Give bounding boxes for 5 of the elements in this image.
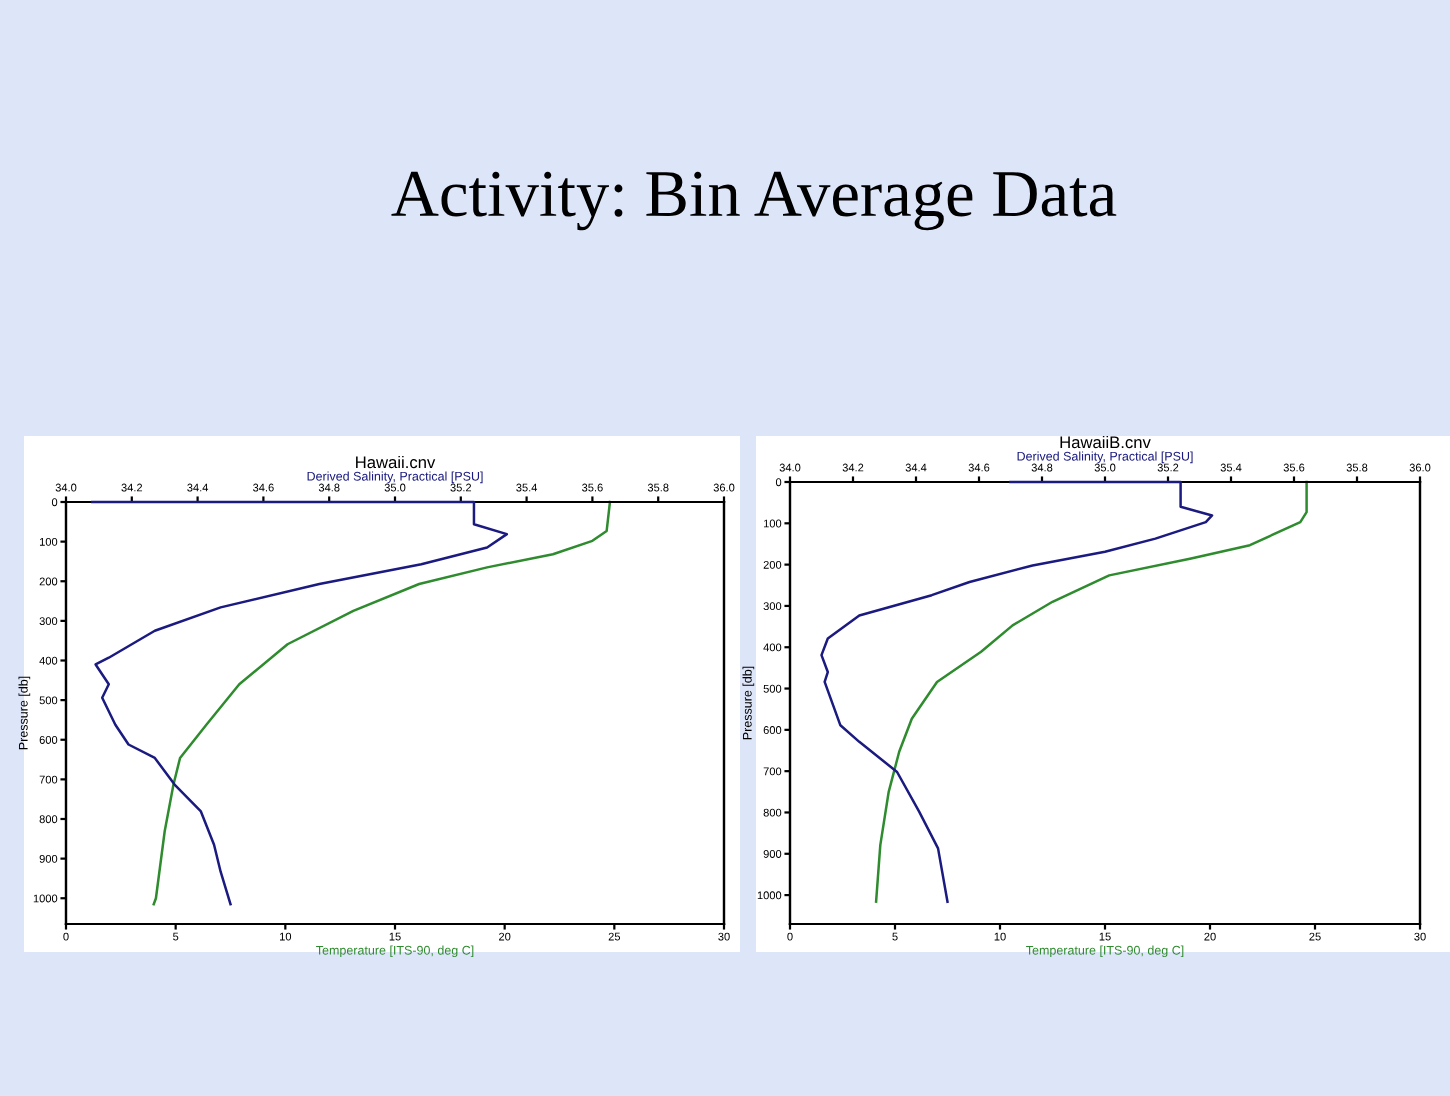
chart-title: Hawaii.cnv [356, 455, 436, 469]
chart-title: HawaiiB.cnv [1060, 435, 1151, 449]
line-series [874, 480, 1308, 903]
text: Activity: Bin Average Data [391, 171, 1117, 231]
line-series [152, 500, 612, 906]
